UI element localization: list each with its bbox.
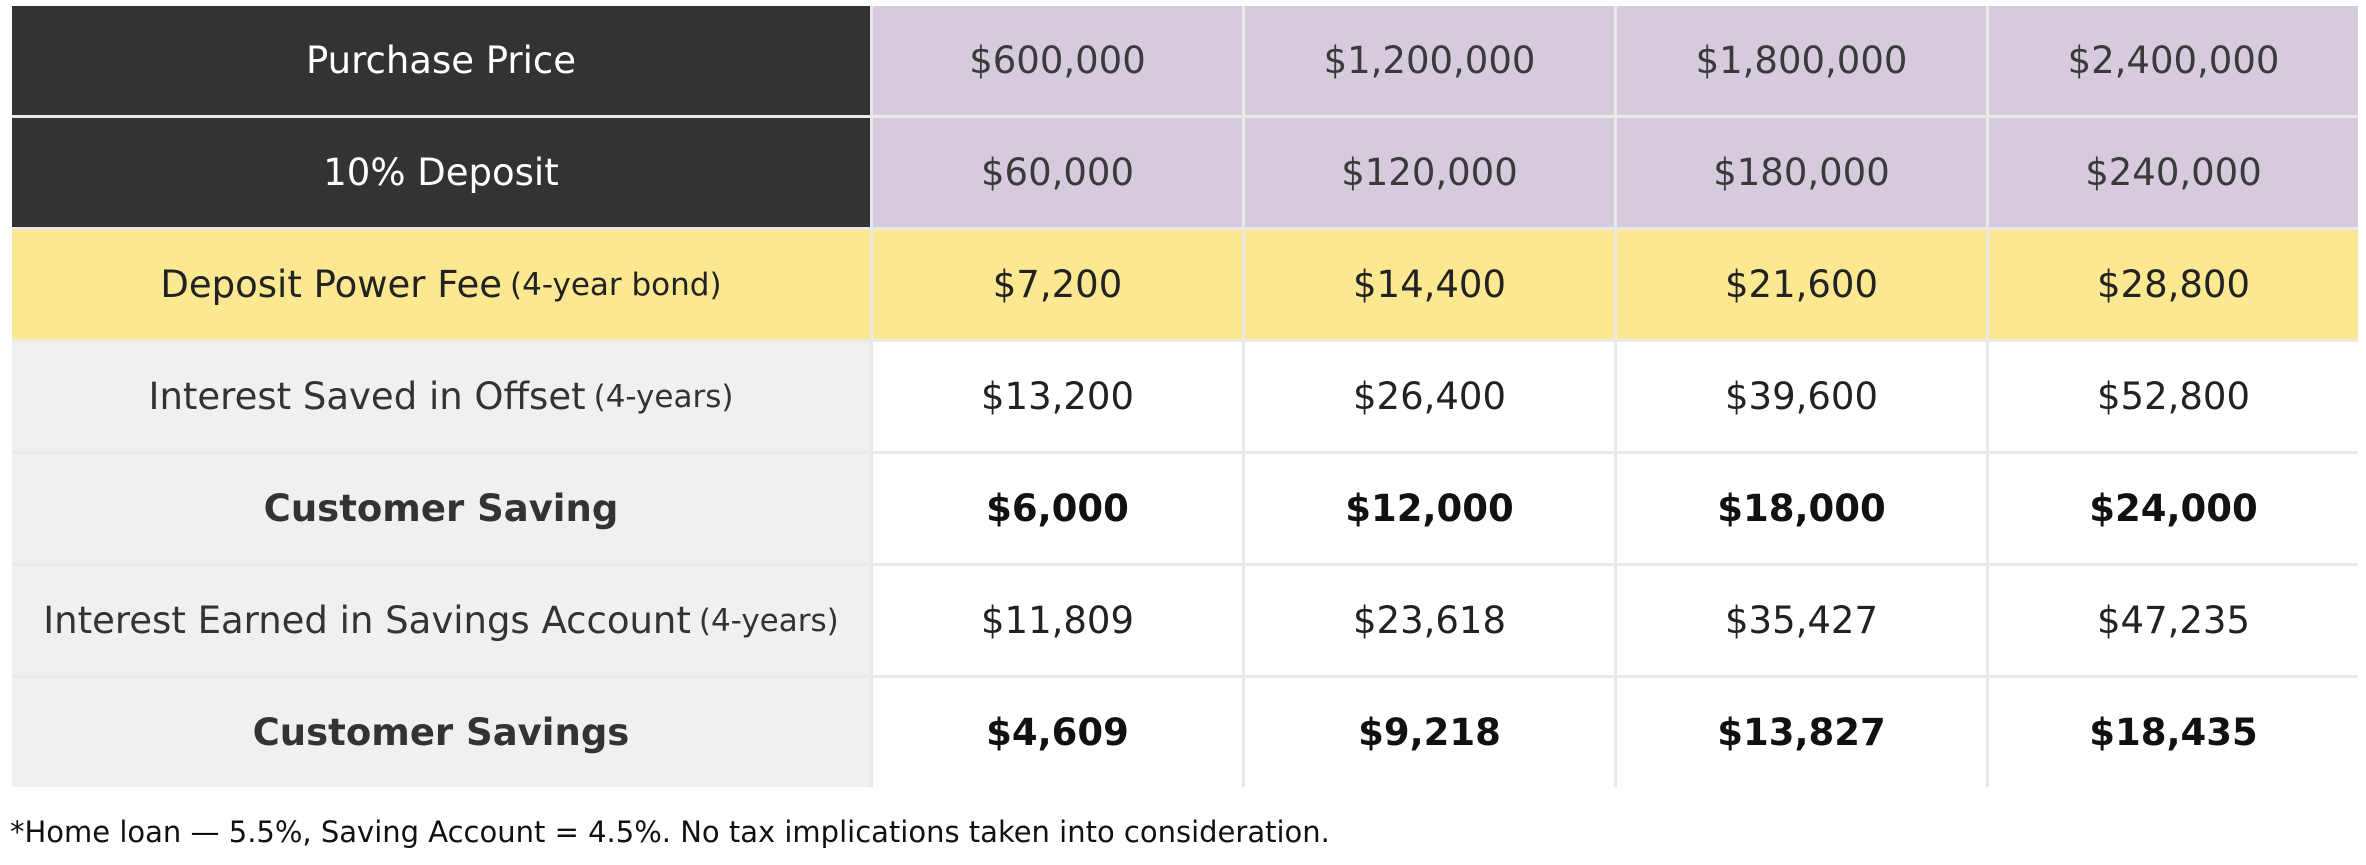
value-cell: $4,609 xyxy=(873,678,1242,787)
value-cell: $9,218 xyxy=(1245,678,1614,787)
label-note: (4-years) xyxy=(698,602,839,639)
value-cell: $18,000 xyxy=(1617,454,1986,563)
label-text: Deposit Power Fee xyxy=(160,263,503,306)
value-cell: $1,200,000 xyxy=(1245,6,1614,115)
row-label: 10% Deposit xyxy=(12,118,870,227)
value-cell: $24,000 xyxy=(1989,454,2358,563)
value-cell: $120,000 xyxy=(1245,118,1614,227)
label-text: Purchase Price xyxy=(305,39,577,82)
value-cell: $21,600 xyxy=(1617,230,1986,339)
value-cell: $47,235 xyxy=(1989,566,2358,675)
value-cell: $240,000 xyxy=(1989,118,2358,227)
footnote: *Home loan — 5.5%, Saving Account = 4.5%… xyxy=(10,815,1330,849)
label-note: (4-years) xyxy=(593,378,734,415)
value-cell: $11,809 xyxy=(873,566,1242,675)
value-cell: $26,400 xyxy=(1245,342,1614,451)
value-cell: $13,827 xyxy=(1617,678,1986,787)
value-cell: $39,600 xyxy=(1617,342,1986,451)
row-label: Interest Earned in Savings Account (4-yea… xyxy=(12,566,870,675)
value-cell: $2,400,000 xyxy=(1989,6,2358,115)
row-label: Interest Saved in Offset (4-years) xyxy=(12,342,870,451)
label-text: Customer Savings xyxy=(252,711,630,754)
value-cell: $180,000 xyxy=(1617,118,1986,227)
value-cell: $60,000 xyxy=(873,118,1242,227)
row-label: Deposit Power Fee (4-year bond) xyxy=(12,230,870,339)
row-label: Purchase Price xyxy=(12,6,870,115)
value-cell: $52,800 xyxy=(1989,342,2358,451)
label-text: Interest Saved in Offset xyxy=(148,375,586,418)
label-text: Interest Earned in Savings Account xyxy=(43,599,691,642)
value-cell: $14,400 xyxy=(1245,230,1614,339)
value-cell: $12,000 xyxy=(1245,454,1614,563)
value-cell: $1,800,000 xyxy=(1617,6,1986,115)
value-cell: $6,000 xyxy=(873,454,1242,563)
label-text: Customer Saving xyxy=(263,487,619,530)
value-cell: $600,000 xyxy=(873,6,1242,115)
label-note: (4-year bond) xyxy=(510,266,722,303)
label-text: 10% Deposit xyxy=(323,151,559,194)
value-cell: $23,618 xyxy=(1245,566,1614,675)
value-cell: $35,427 xyxy=(1617,566,1986,675)
row-label: Customer Saving xyxy=(12,454,870,563)
value-cell: $13,200 xyxy=(873,342,1242,451)
value-cell: $28,800 xyxy=(1989,230,2358,339)
row-label: Customer Savings xyxy=(12,678,870,787)
value-cell: $7,200 xyxy=(873,230,1242,339)
value-cell: $18,435 xyxy=(1989,678,2358,787)
comparison-table: Purchase Price $600,000 $1,200,000 $1,800,0… xyxy=(12,6,2358,787)
